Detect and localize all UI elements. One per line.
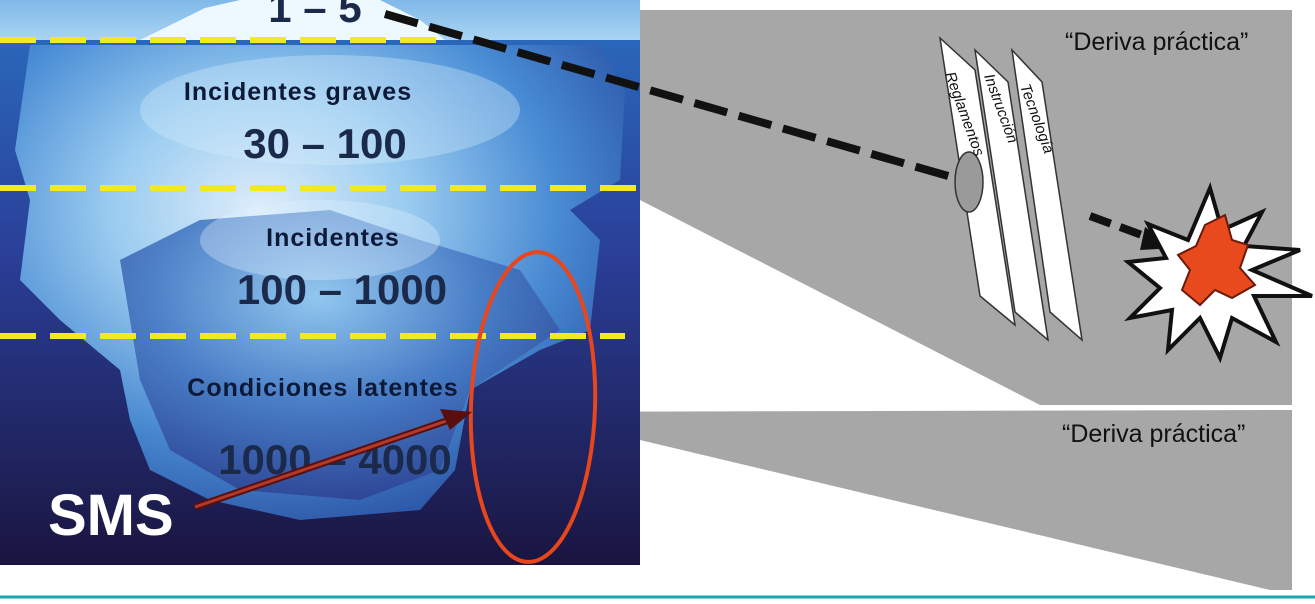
level-value-incidents: 100 – 1000: [237, 266, 447, 313]
accident-explosion: [1123, 182, 1313, 364]
sms-arrow-head: [440, 409, 472, 430]
drift-label-top: “Deriva práctica”: [1065, 28, 1248, 56]
level-value-serious: 30 – 100: [243, 120, 407, 167]
slice-technology: [1010, 47, 1084, 342]
highlight-circle: [468, 250, 598, 564]
drift-label-bottom: “Deriva práctica”: [1062, 420, 1245, 448]
sms-label: SMS: [48, 483, 174, 548]
level-label-latent: Condiciones latentes: [187, 374, 458, 402]
trajectory-dash: [383, 10, 964, 184]
level-label-serious: Incidentes graves: [184, 78, 412, 106]
slice-hole: [954, 151, 984, 213]
drift-band-bottom: [470, 410, 1292, 590]
top-value: 1 – 5: [268, 0, 361, 31]
slice-instruction: [973, 47, 1050, 342]
level-label-incidents: Incidentes: [266, 224, 400, 252]
plane-wreck: [1176, 213, 1257, 307]
trajectory-dash-exit: [1088, 212, 1152, 242]
